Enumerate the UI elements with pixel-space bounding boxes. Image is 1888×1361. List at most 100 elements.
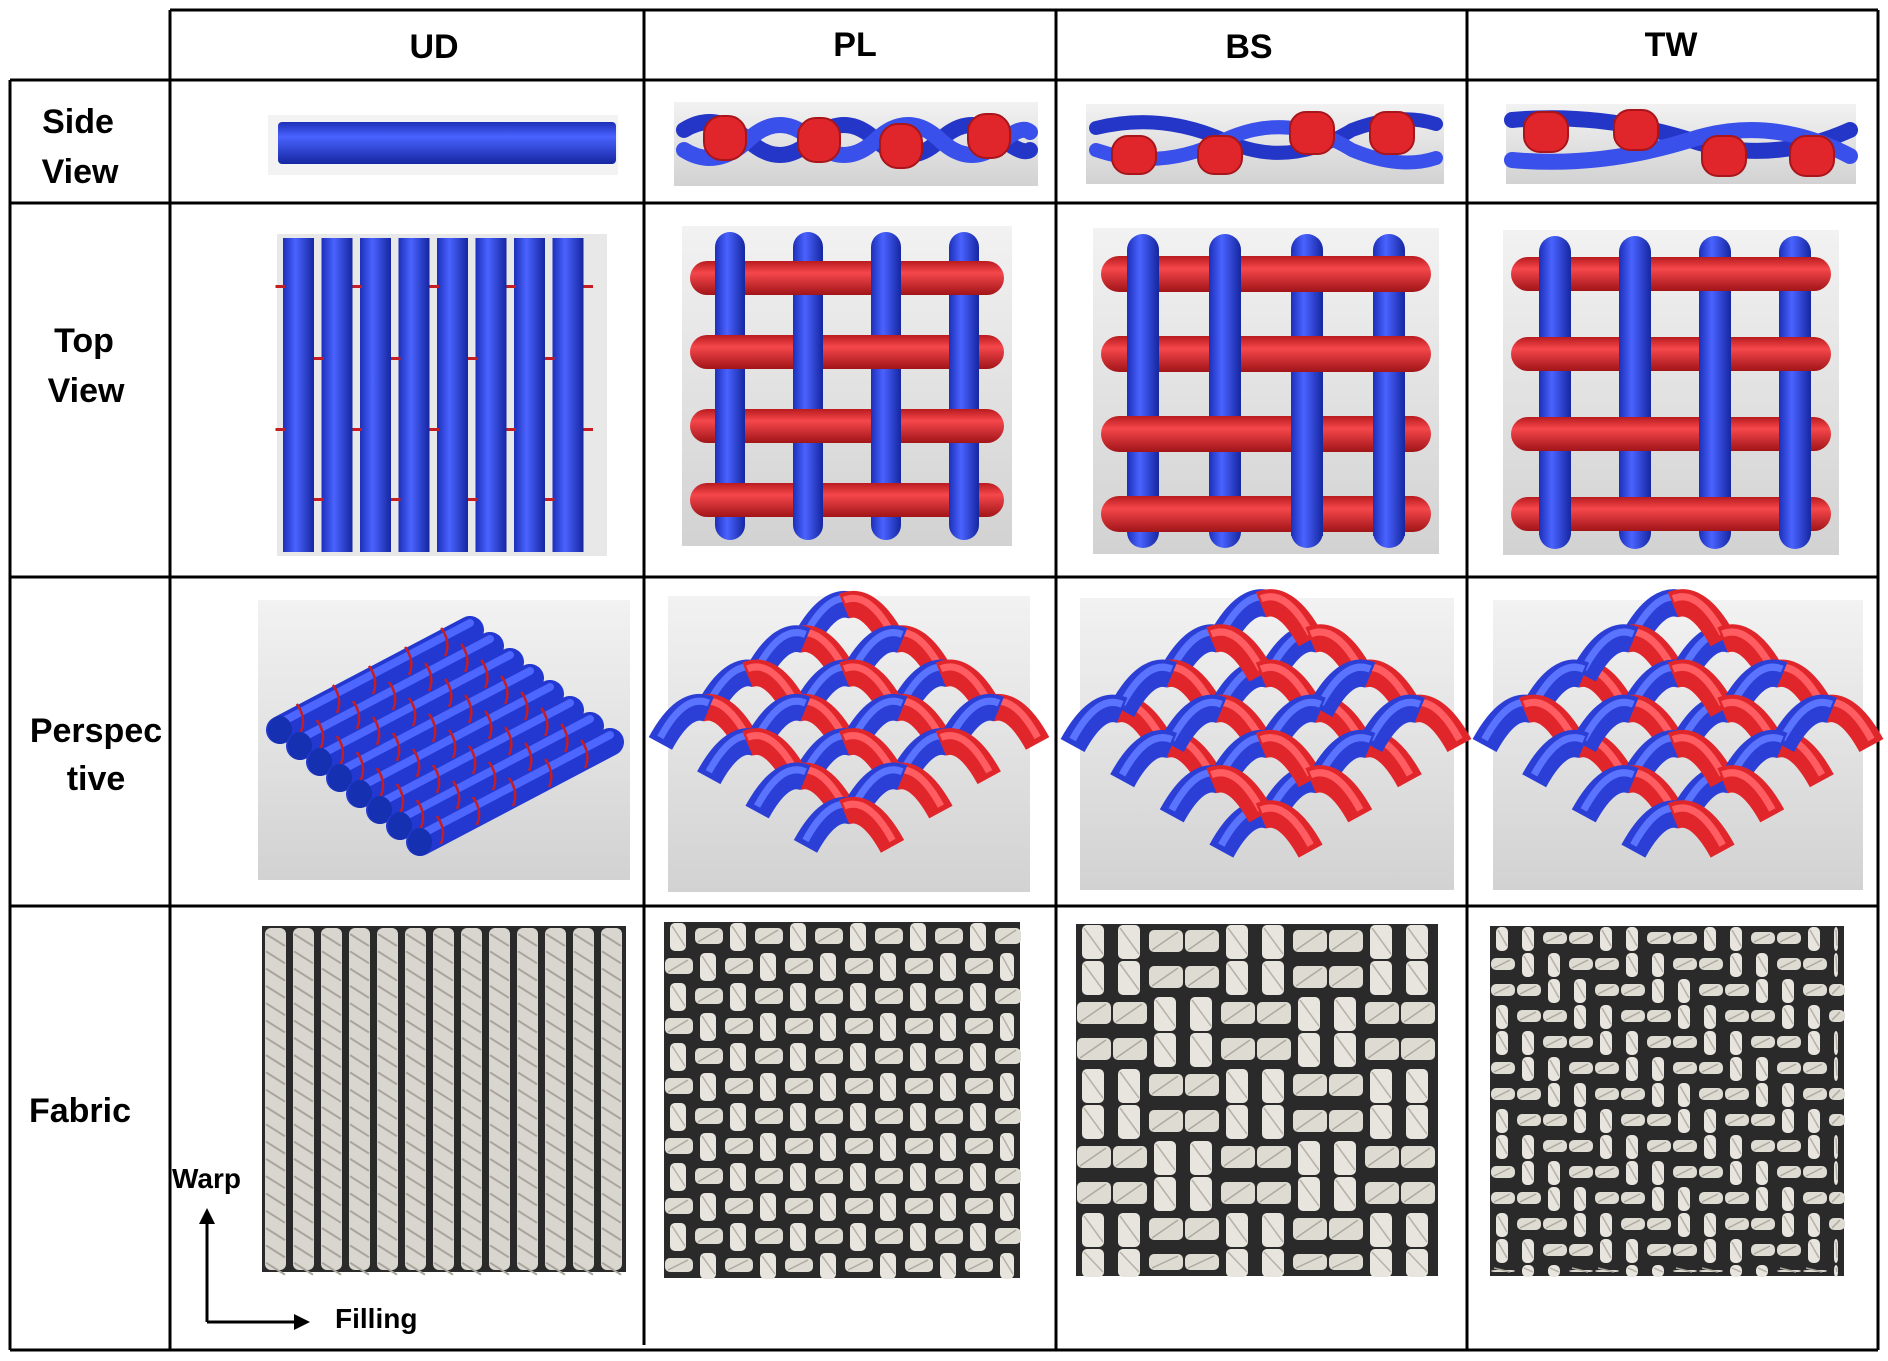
fabric-twist — [1809, 1007, 1820, 1025]
fabric-twist — [1299, 1035, 1320, 1063]
warp-yarn — [283, 238, 314, 552]
fabric-twist — [1151, 931, 1179, 951]
fabric-twist — [265, 1088, 286, 1103]
fabric-twist — [517, 1106, 538, 1120]
binder-yarn — [351, 700, 361, 730]
fabric-twist — [1223, 1003, 1251, 1023]
fabric-twist — [1623, 1089, 1641, 1099]
fabric-twist — [1601, 1033, 1612, 1051]
fabric-twist — [601, 1054, 622, 1068]
fabric-twist — [1497, 1241, 1508, 1259]
fabric-twist — [1497, 929, 1508, 947]
fabric-twist — [293, 967, 314, 982]
fabric-twist — [1597, 959, 1615, 969]
fabric-twist — [821, 1075, 836, 1097]
fabric-twist — [601, 933, 622, 947]
side-view-pl — [674, 102, 1038, 186]
fabric-twist — [1753, 1141, 1771, 1151]
binder-yarn — [447, 729, 457, 759]
fabric-twist — [545, 1054, 566, 1068]
fabric-twist — [377, 1192, 398, 1207]
binder-yarn — [352, 428, 362, 431]
binder-yarn — [467, 745, 477, 775]
fabric-twist — [1597, 1267, 1615, 1273]
binder-yarn — [468, 357, 478, 360]
perspective-tw — [1472, 589, 1884, 890]
fabric-twist — [667, 1079, 689, 1093]
side-view-tw — [1504, 104, 1858, 184]
fabric-twist — [1601, 1111, 1612, 1129]
fabric-twist — [1187, 1255, 1215, 1269]
fabric-twist — [573, 1123, 594, 1138]
fabric-twist — [941, 1015, 956, 1037]
fill-yarn — [690, 409, 1004, 443]
fabric-twist — [1831, 1193, 1841, 1203]
fabric-twist — [671, 1225, 686, 1247]
fabric-twist — [1601, 929, 1612, 947]
fabric-twist — [377, 1244, 398, 1259]
fabric-twist — [349, 933, 370, 947]
yarn-highlight — [1778, 698, 1834, 742]
fabric-twist — [321, 1158, 342, 1172]
warp-yarn — [475, 238, 507, 552]
fabric-twist — [1187, 1219, 1215, 1239]
warp-highlight — [336, 667, 534, 775]
fabric-twist — [1701, 985, 1719, 995]
fabric-twist — [265, 1106, 286, 1120]
fabric-twist — [1223, 1147, 1251, 1167]
fabric-twist — [1523, 1059, 1534, 1077]
fabric-twist — [1653, 1267, 1664, 1273]
fabric-twist — [971, 1225, 986, 1247]
fabric-twist — [877, 1169, 899, 1183]
fabric-twist — [1727, 985, 1745, 995]
fabric-twist — [405, 1088, 426, 1103]
fabric-twist — [1701, 1193, 1719, 1203]
warp-yarn — [1373, 234, 1405, 548]
fabric-twist — [1623, 1115, 1641, 1125]
fabric-twist — [545, 1036, 566, 1051]
yarn-highlight — [1118, 663, 1174, 707]
fabric-twist — [1649, 1011, 1667, 1021]
fabric-twist — [573, 1209, 594, 1224]
fabric-twist — [1805, 1193, 1823, 1203]
fabric-twist — [667, 1199, 689, 1213]
fabric-twist — [1295, 1075, 1323, 1095]
fabric-twist — [1335, 1143, 1356, 1171]
fabric-twist — [1119, 927, 1140, 955]
fabric-twist — [1601, 1137, 1612, 1155]
binder-yarn — [580, 739, 589, 769]
fabric-twist — [601, 1036, 622, 1051]
fabric-twist — [461, 933, 482, 947]
fabric-twist — [433, 1209, 454, 1224]
yarn-highlight — [1259, 804, 1314, 847]
fabric-twist — [517, 1192, 538, 1207]
binder-yarn — [487, 761, 497, 791]
fabric-twist — [517, 1019, 538, 1034]
fabric-twist — [405, 967, 426, 982]
fabric-twist — [1731, 1137, 1742, 1155]
fabric-twist — [877, 1109, 899, 1123]
fabric-twist — [461, 1261, 482, 1276]
fabric-twist — [1497, 1007, 1508, 1025]
fabric-twist — [1731, 1241, 1742, 1259]
fabric-twist — [405, 1019, 426, 1034]
fabric-twist — [489, 1244, 510, 1259]
fabric-twist — [1779, 1063, 1797, 1073]
fabric-twist — [377, 933, 398, 947]
fabric-twist — [967, 1139, 989, 1153]
fabric-twist — [1407, 1251, 1428, 1273]
binder-yarn — [395, 783, 405, 813]
fabric-twist — [433, 1175, 454, 1190]
fabric-twist — [321, 1123, 342, 1138]
warp-crossing — [949, 331, 979, 373]
fabric-twist — [1757, 1267, 1768, 1273]
fabric-twist — [265, 1244, 286, 1259]
binder-yarn — [367, 665, 377, 695]
fabric-twist — [877, 989, 899, 1003]
binder-yarn — [504, 726, 513, 756]
fabric-twist — [321, 1227, 342, 1241]
fabric-twist — [787, 1079, 809, 1093]
fabric-twist — [757, 1169, 779, 1183]
fabric-twist — [461, 1175, 482, 1190]
fabric-twist — [851, 1225, 866, 1247]
